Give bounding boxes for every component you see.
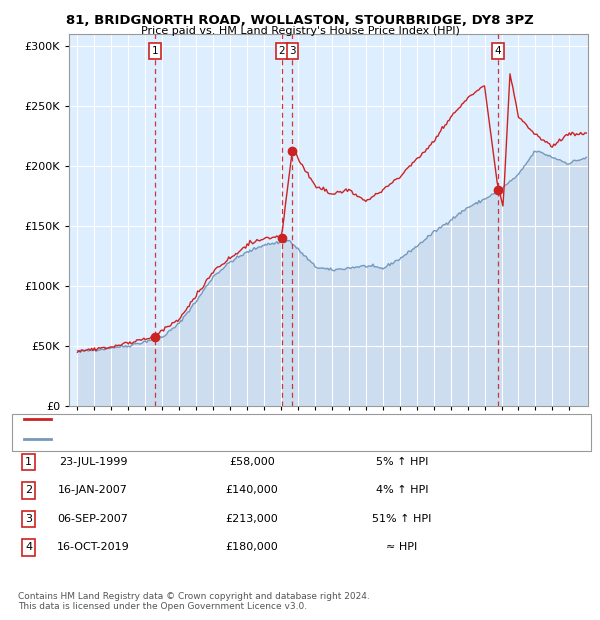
Text: 2: 2 — [278, 46, 285, 56]
Text: £213,000: £213,000 — [226, 514, 278, 524]
Text: 23-JUL-1999: 23-JUL-1999 — [59, 457, 127, 467]
Text: 5% ↑ HPI: 5% ↑ HPI — [376, 457, 428, 467]
Text: £140,000: £140,000 — [226, 485, 278, 495]
Text: ≈ HPI: ≈ HPI — [386, 542, 418, 552]
Text: 16-JAN-2007: 16-JAN-2007 — [58, 485, 128, 495]
Text: 16-OCT-2019: 16-OCT-2019 — [56, 542, 130, 552]
Text: £180,000: £180,000 — [226, 542, 278, 552]
Text: Price paid vs. HM Land Registry's House Price Index (HPI): Price paid vs. HM Land Registry's House … — [140, 26, 460, 36]
Text: 81, BRIDGNORTH ROAD, WOLLASTON, STOURBRIDGE, DY8 3PZ: 81, BRIDGNORTH ROAD, WOLLASTON, STOURBRI… — [66, 14, 534, 27]
Text: HPI: Average price, semi-detached house, Dudley: HPI: Average price, semi-detached house,… — [55, 433, 298, 444]
Text: 1: 1 — [151, 46, 158, 56]
Text: 51% ↑ HPI: 51% ↑ HPI — [373, 514, 431, 524]
Text: 4% ↑ HPI: 4% ↑ HPI — [376, 485, 428, 495]
Text: £58,000: £58,000 — [229, 457, 275, 467]
Text: 4: 4 — [25, 542, 32, 552]
Text: 2: 2 — [25, 485, 32, 495]
Text: 06-SEP-2007: 06-SEP-2007 — [58, 514, 128, 524]
Text: 1: 1 — [25, 457, 32, 467]
Text: 3: 3 — [25, 514, 32, 524]
Text: 4: 4 — [494, 46, 501, 56]
Text: 3: 3 — [289, 46, 296, 56]
Text: Contains HM Land Registry data © Crown copyright and database right 2024.: Contains HM Land Registry data © Crown c… — [18, 592, 370, 601]
Text: This data is licensed under the Open Government Licence v3.0.: This data is licensed under the Open Gov… — [18, 602, 307, 611]
Text: 81, BRIDGNORTH ROAD, WOLLASTON, STOURBRIDGE, DY8 3PZ (semi-detached house): 81, BRIDGNORTH ROAD, WOLLASTON, STOURBRI… — [55, 414, 481, 424]
